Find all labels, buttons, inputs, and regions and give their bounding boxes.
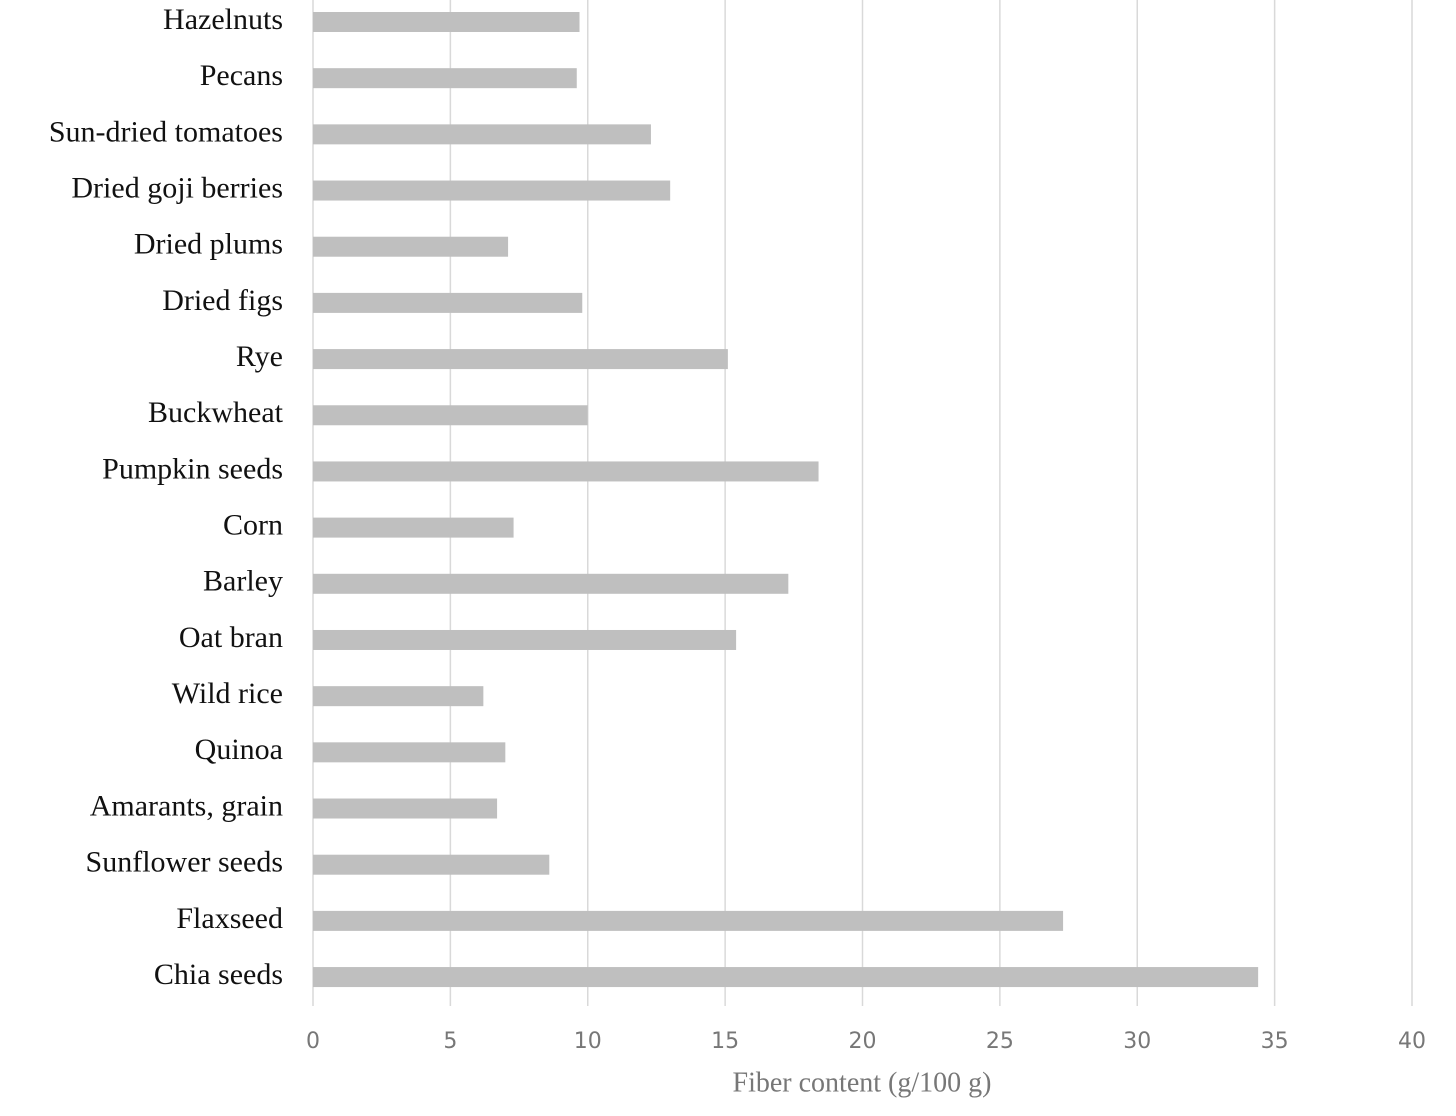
y-tick-label: Barley [203, 565, 283, 598]
bar [313, 573, 789, 594]
y-tick-label: Hazelnuts [163, 3, 283, 36]
y-tick-label: Oat bran [179, 621, 283, 654]
bar [313, 798, 498, 819]
y-tick-label: Pecans [200, 59, 283, 92]
y-tick-label: Sun-dried tomatoes [49, 115, 283, 148]
bar [313, 742, 506, 763]
y-tick-label: Pumpkin seeds [102, 452, 283, 485]
y-tick-label: Chia seeds [154, 958, 283, 991]
x-axis-title: Fiber content (g/100 g) [733, 1067, 992, 1098]
y-tick-label: Dried goji berries [71, 171, 283, 204]
y-tick-label: Corn [223, 509, 283, 542]
y-tick-label: Amarants, grain [90, 789, 283, 822]
x-tick-label: 0 [306, 1029, 320, 1054]
bar [313, 461, 819, 482]
x-tick-label: 15 [711, 1029, 739, 1054]
y-tick-label: Rye [236, 340, 283, 373]
x-tick-label: 35 [1261, 1029, 1289, 1054]
y-tick-label: Dried plums [134, 228, 283, 261]
y-tick-label: Quinoa [195, 733, 283, 766]
bar [313, 686, 484, 707]
x-tick-label: 40 [1398, 1029, 1426, 1054]
bar [313, 967, 1259, 988]
bar [313, 12, 580, 32]
x-tick-label: 20 [849, 1029, 877, 1054]
x-tick-label: 10 [574, 1029, 602, 1054]
y-tick-label: Wild rice [172, 677, 283, 710]
x-tick-label: 25 [986, 1029, 1014, 1054]
y-tick-label: Sunflower seeds [86, 846, 283, 879]
bar [313, 517, 514, 538]
bar [313, 629, 737, 650]
x-tick-label: 30 [1123, 1029, 1151, 1054]
bar [313, 292, 583, 313]
bar [313, 910, 1064, 931]
y-tick-label: Dried figs [162, 284, 283, 317]
bar [313, 124, 651, 145]
y-tick-label: Buckwheat [148, 396, 284, 429]
bar [313, 854, 550, 875]
bar [313, 180, 671, 201]
bar [313, 349, 728, 370]
bar [313, 236, 509, 257]
y-tick-label: Flaxseed [176, 902, 283, 935]
bar [313, 405, 588, 426]
bar [313, 68, 577, 89]
x-tick-label: 5 [443, 1029, 457, 1054]
